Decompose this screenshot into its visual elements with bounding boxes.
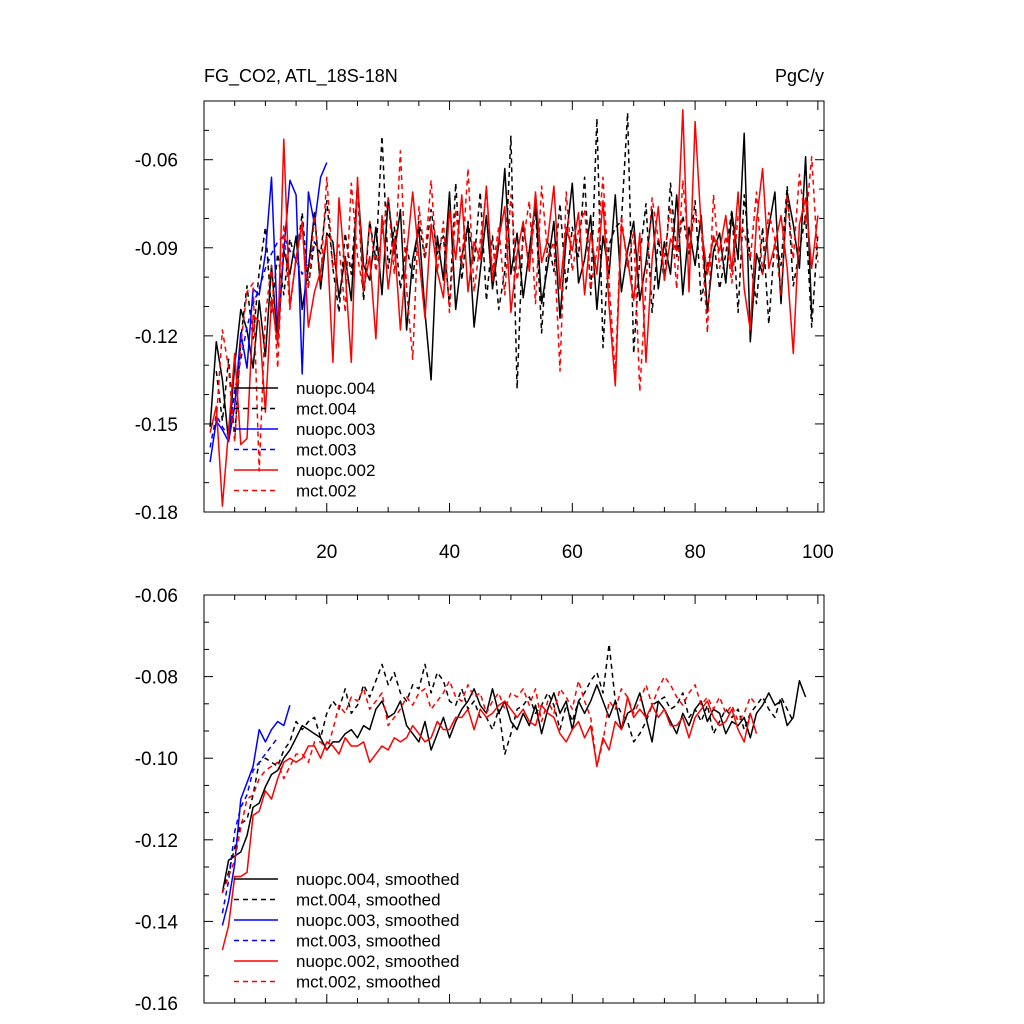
series-line-bottom-3 [221,737,279,914]
top-panel-series [209,109,819,507]
series-line-top-1 [215,111,819,440]
bottom-panel: -0.16 -0.14 -0.12 -0.10 -0.08 -0.06 nuopc.004… [135,586,825,1015]
y-tick-label: -0.16 [135,994,178,1015]
x-tick-label: 100 [802,542,834,563]
y-tick-label: -0.12 [135,831,178,852]
series-line-bottom-2 [221,704,291,926]
legend-label: mct.003, smoothed [296,932,441,951]
bottom-panel-series [221,643,807,951]
y-tick-label: -0.18 [135,503,178,524]
top-panel: FG_CO2, ATL_18S-18N PgC/y -0.18-0.15-0.1… [135,66,834,563]
legend-label: mct.004 [296,400,356,419]
series-line-bottom-0 [221,679,807,893]
legend-label: mct.004, smoothed [296,891,441,910]
series-line-bottom-4 [221,696,758,951]
bottom-panel-frame [203,594,825,1004]
series-line-top-5 [215,150,819,472]
x-tick-label: 60 [562,542,583,563]
x-tick-label: 40 [439,542,460,563]
legend-label: nuopc.003, smoothed [296,911,460,930]
legend-label: nuopc.003 [296,420,375,439]
legend-label: mct.002, smoothed [296,973,441,992]
y-tick-label: -0.12 [135,327,178,348]
bottom-panel-ticks: -0.16 -0.14 -0.12 -0.10 -0.08 -0.06 [135,586,824,1015]
top-panel-ticks: -0.18 -0.15 -0.12 -0.09 -0.06 20 40 60 80 100 [135,100,834,563]
legend-label: nuopc.002 [296,461,375,480]
y-tick-label: -0.06 [135,586,178,607]
legend-label: mct.003 [296,441,356,460]
series-line-bottom-1 [221,643,794,894]
series-line-bottom-5 [221,675,758,894]
series-line-top-2 [209,162,328,463]
top-panel-units: PgC/y [775,66,824,86]
series-line-top-4 [209,109,819,507]
legend-label: nuopc.002, smoothed [296,952,460,971]
legend-label: nuopc.004 [296,379,375,398]
y-tick-label: -0.14 [135,912,179,933]
y-tick-label: -0.09 [135,239,178,260]
legend-label: mct.002 [296,482,356,501]
x-tick-label: 20 [316,542,337,563]
top-panel-title: FG_CO2, ATL_18S-18N [204,66,398,87]
x-tick-label: 80 [685,542,706,563]
y-tick-label: -0.08 [135,668,178,689]
legend-label: nuopc.004, smoothed [296,870,460,889]
y-tick-label: -0.06 [135,151,178,172]
y-tick-label: -0.10 [135,749,178,770]
y-tick-label: -0.15 [135,415,178,436]
series-line-top-0 [209,132,813,443]
